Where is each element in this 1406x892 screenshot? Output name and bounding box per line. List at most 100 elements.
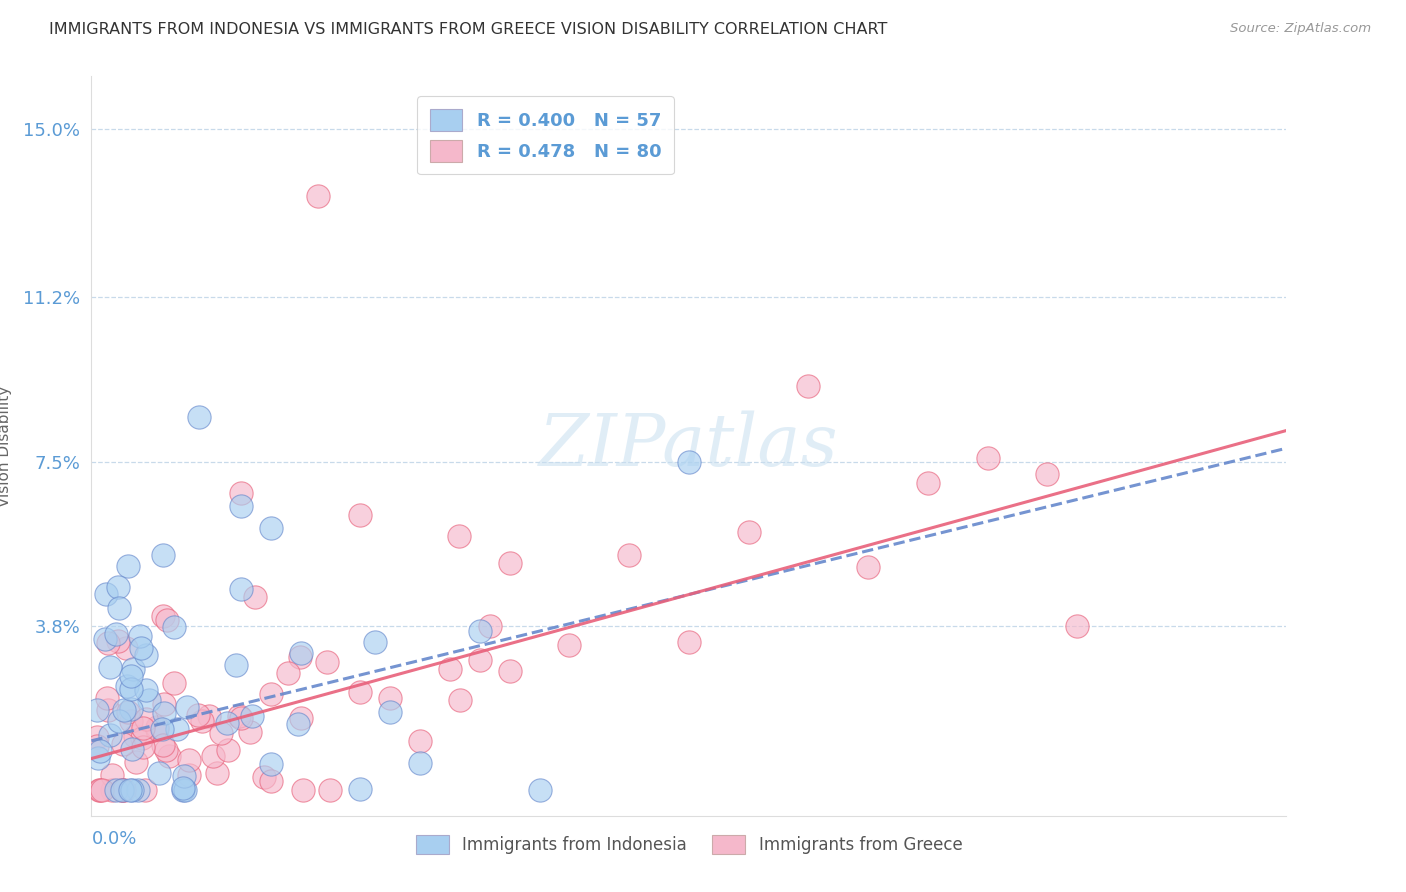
Legend: Immigrants from Indonesia, Immigrants from Greece: Immigrants from Indonesia, Immigrants fr… [409,829,969,861]
Point [101,768,124,782]
Point [98,728,121,742]
Point [121,662,143,676]
Point [94,632,117,646]
Point [229,485,252,500]
Point [439,662,461,676]
Point [131,640,153,655]
Point [121,782,143,797]
Point [120,714,142,729]
Point [152,738,174,752]
Point [349,781,371,796]
Point [239,725,262,739]
Point [468,652,491,666]
Point [290,646,312,660]
Point [155,742,177,756]
Point [89,782,111,797]
Point [91,782,114,797]
Point [132,722,155,736]
Point [172,780,194,795]
Point [114,641,136,656]
Point [117,705,139,719]
Point [349,684,371,698]
Point [179,753,201,767]
Point [364,635,387,649]
Point [166,722,188,736]
Point [107,634,129,648]
Point [98,660,121,674]
Point [797,379,820,393]
Point [229,499,252,513]
Point [174,782,197,797]
Point [188,410,211,425]
Point [291,782,314,797]
Point [120,668,142,682]
Point [111,737,134,751]
Point [129,629,152,643]
Point [172,782,194,797]
Point [146,720,169,734]
Point [132,739,155,754]
Point [858,560,880,574]
Point [479,619,502,633]
Point [156,613,179,627]
Point [163,676,186,690]
Point [115,679,138,693]
Point [259,687,281,701]
Point [87,782,110,797]
Point [737,524,759,539]
Point [529,782,551,797]
Point [260,773,283,788]
Point [205,765,228,780]
Point [287,716,309,731]
Point [187,708,209,723]
Point [245,590,267,604]
Point [176,700,198,714]
Point [134,782,156,797]
Point [217,743,239,757]
Point [409,756,432,770]
Point [94,587,117,601]
Point [240,709,263,723]
Point [135,683,157,698]
Point [217,716,239,731]
Point [349,508,371,522]
Point [276,666,298,681]
Point [228,709,250,723]
Point [229,582,252,597]
Point [111,782,134,797]
Point [191,714,214,728]
Point [468,624,491,639]
Point [110,782,132,797]
Point [179,768,201,782]
Point [152,548,174,562]
Text: IMMIGRANTS FROM INDONESIA VS IMMIGRANTS FROM GREECE VISION DISABILITY CORRELATIO: IMMIGRANTS FROM INDONESIA VS IMMIGRANTS … [49,22,887,37]
Point [163,620,186,634]
Point [146,722,169,736]
Point [449,529,471,543]
Point [111,782,134,797]
Point [150,722,173,736]
Point [124,729,146,743]
Point [409,734,432,748]
Point [121,742,143,756]
Point [118,782,141,797]
Point [135,712,157,726]
Point [104,782,127,797]
Point [307,188,329,202]
Point [105,626,128,640]
Point [135,648,157,662]
Point [89,744,111,758]
Point [120,682,142,697]
Point [499,557,522,571]
Point [152,608,174,623]
Point [678,635,700,649]
Point [209,726,232,740]
Point [499,664,522,678]
Point [96,691,118,706]
Point [201,749,224,764]
Point [112,782,135,797]
Point [152,697,174,711]
Point [86,730,108,744]
Point [259,521,281,535]
Point [558,638,581,652]
